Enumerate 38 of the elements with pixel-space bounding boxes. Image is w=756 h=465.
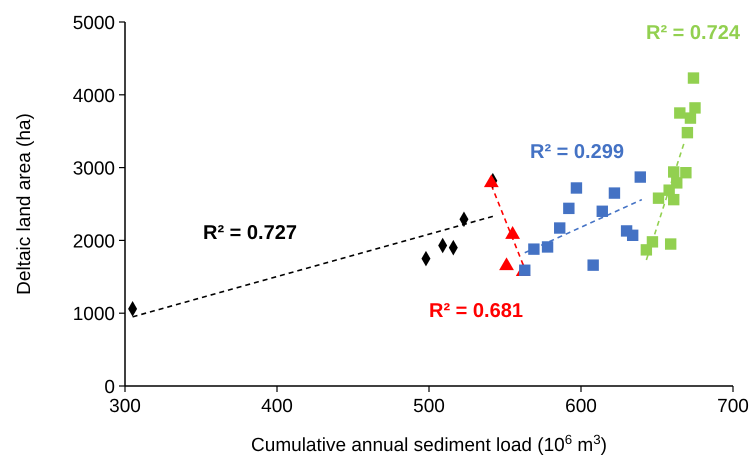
y-tick-label: 2000 bbox=[72, 231, 115, 252]
point bbox=[563, 202, 575, 214]
y-tick-label: 4000 bbox=[72, 86, 115, 107]
point bbox=[682, 126, 694, 138]
point bbox=[680, 166, 692, 178]
point bbox=[689, 102, 701, 114]
point bbox=[570, 182, 582, 194]
point bbox=[664, 238, 676, 250]
annotation: R² = 0.681 bbox=[429, 300, 523, 322]
annotation: R² = 0.727 bbox=[203, 222, 297, 244]
point bbox=[554, 222, 566, 234]
point bbox=[674, 107, 686, 119]
point bbox=[587, 259, 599, 271]
point bbox=[528, 243, 540, 255]
y-axis-title: Deltaic land area (ha) bbox=[14, 113, 35, 295]
x-tick-label: 400 bbox=[261, 396, 293, 417]
point bbox=[626, 230, 638, 242]
annotation: R² = 0.299 bbox=[530, 141, 624, 164]
x-tick-label: 500 bbox=[413, 396, 445, 417]
x-tick-label: 700 bbox=[717, 396, 749, 417]
point bbox=[688, 72, 700, 84]
annotation: R² = 0.724 bbox=[646, 22, 741, 44]
point bbox=[596, 206, 608, 217]
point bbox=[652, 192, 664, 204]
point bbox=[634, 171, 646, 183]
x-tick-label: 600 bbox=[565, 396, 597, 417]
y-tick-label: 1000 bbox=[72, 304, 115, 326]
point bbox=[668, 194, 680, 206]
point bbox=[608, 187, 620, 199]
point bbox=[542, 241, 554, 253]
point bbox=[640, 244, 652, 256]
point bbox=[684, 112, 696, 124]
point bbox=[668, 166, 680, 178]
y-tick-label: 5000 bbox=[72, 13, 115, 34]
x-axis-title: Cumulative annual sediment load (10$^{6}$ m$^{3}$) bbox=[251, 432, 607, 456]
y-tick-label: 3000 bbox=[72, 158, 115, 180]
y-tick-label: 0 bbox=[104, 377, 115, 398]
x-tick-label: 300 bbox=[109, 396, 141, 417]
